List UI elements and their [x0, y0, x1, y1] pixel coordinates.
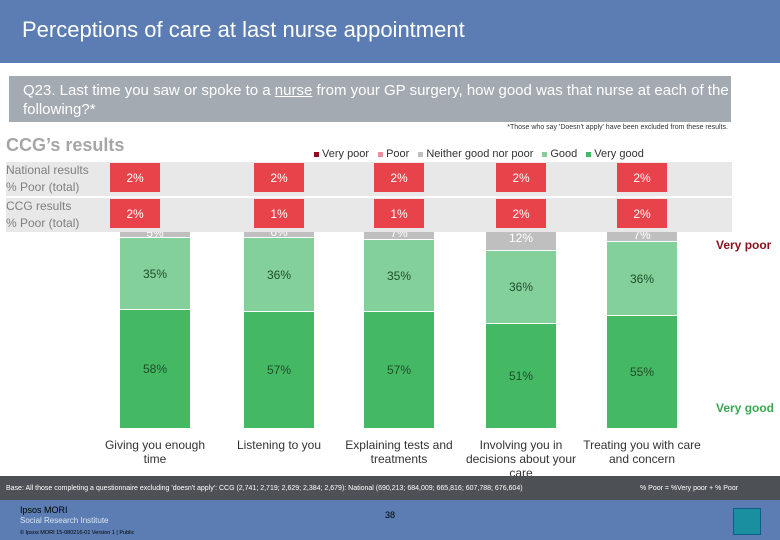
poor-total-value: 1% — [254, 199, 304, 228]
data-label: 57% — [266, 363, 292, 378]
footer-copyright: © Ipsos MORI 15-080216-01 Version 1 | Pu… — [20, 530, 135, 536]
row-label-line: % Poor (total) — [6, 216, 80, 230]
section-title: CCG’s results — [6, 135, 125, 155]
poor-total-value: 2% — [617, 163, 667, 192]
legend-item: Good — [542, 148, 577, 160]
legend-swatch — [314, 151, 319, 157]
data-label: 58% — [142, 362, 168, 377]
poor-total-value: 2% — [496, 199, 546, 228]
legend-item: Poor — [378, 148, 409, 160]
ipsos-logo — [733, 508, 761, 535]
stacked-bar-chart: 58%35%5%Giving you enough time57%36%6%Li… — [104, 225, 701, 480]
poor-total-value: 2% — [617, 199, 667, 228]
legend-label: Very good — [594, 148, 644, 160]
poor-total-value: 1% — [374, 199, 424, 228]
data-label: 35% — [142, 266, 168, 281]
poor-total-value: 2% — [496, 163, 546, 192]
legend-swatch — [378, 151, 384, 157]
question-underlined: nurse — [274, 82, 313, 99]
poor-total-value: 2% — [110, 163, 160, 192]
bar-segment-very-good: 57% — [364, 311, 434, 428]
page-number: 38 — [385, 510, 396, 520]
very-good-label: Very good — [716, 401, 775, 415]
data-label: 36% — [629, 271, 655, 286]
bar-segment-very-good: 58% — [120, 309, 190, 428]
page-title: Perceptions of care at last nurse appoin… — [22, 17, 465, 42]
legend-swatch — [418, 151, 424, 157]
legend-label: Poor — [386, 148, 410, 160]
base-bar: Base: All those completing a questionnai… — [0, 476, 780, 500]
footer — [0, 500, 780, 540]
question-text-2: from your GP surgery, how good was that … — [23, 82, 729, 118]
row-label-line: CCG results — [6, 199, 72, 213]
legend-swatch — [542, 151, 548, 157]
footer-institute: Social Research Institute — [20, 516, 109, 525]
category-label: Giving you enough time — [104, 438, 206, 466]
poor-total-value: 2% — [374, 163, 424, 192]
category-label: Explaining tests and treatments — [345, 438, 453, 466]
bar-segment-good: 36% — [486, 249, 556, 324]
bar-segment-very-good: 51% — [486, 323, 556, 428]
row-label-line: % Poor (total) — [6, 180, 80, 194]
legend-label: Very poor — [322, 148, 370, 160]
legend-label: Neither good nor poor — [426, 148, 534, 160]
footnote: *Those who say 'Doesn't apply' have been… — [507, 124, 728, 131]
question-text-1: Q23. Last time you saw or spoke to a — [23, 82, 275, 99]
legend-item: Neither good nor poor — [418, 148, 533, 160]
data-label: 35% — [386, 268, 412, 283]
category-label: Involving you in decisions about your ca… — [465, 438, 577, 480]
data-label: 57% — [386, 363, 412, 378]
data-label: 36% — [508, 280, 534, 295]
data-label: 36% — [266, 267, 292, 282]
poor-total-value: 2% — [110, 199, 160, 228]
poor-definition: % Poor = %Very poor + % Poor — [640, 484, 739, 492]
bar-segment-very-good: 57% — [244, 311, 314, 428]
footer-org: Ipsos MORI — [20, 505, 68, 515]
category-label: Treating you with care and concern — [583, 438, 701, 466]
base-text: Base: All those completing a questionnai… — [6, 484, 523, 492]
national-row-label: National results % Poor (total) — [6, 162, 89, 196]
category-label: Listening to you — [236, 438, 322, 452]
legend: Very poor Poor Neither good nor poor Good Ve… — [314, 148, 644, 160]
title-bar — [0, 0, 780, 63]
bar-segment-good: 35% — [364, 239, 434, 312]
data-label: 12% — [508, 230, 534, 245]
data-label: 51% — [508, 369, 534, 384]
bar-segment-good: 36% — [607, 241, 677, 316]
ccg-row-label: CCG results % Poor (total) — [6, 198, 79, 232]
row-label-line: National results — [6, 163, 89, 177]
question-box: Q23. Last time you saw or spoke to a nur… — [9, 76, 731, 122]
legend-swatch — [586, 151, 592, 157]
very-poor-label: Very poor — [716, 238, 772, 252]
poor-total-value: 2% — [254, 163, 304, 192]
legend-label: Good — [550, 148, 578, 160]
bar-segment-good: 35% — [120, 237, 190, 310]
bar-segment-very-good: 55% — [607, 315, 677, 428]
data-label: 55% — [629, 365, 655, 380]
bar-segment-good: 36% — [244, 237, 314, 312]
legend-item: Very good — [586, 148, 644, 160]
legend-item: Very poor — [314, 148, 369, 160]
